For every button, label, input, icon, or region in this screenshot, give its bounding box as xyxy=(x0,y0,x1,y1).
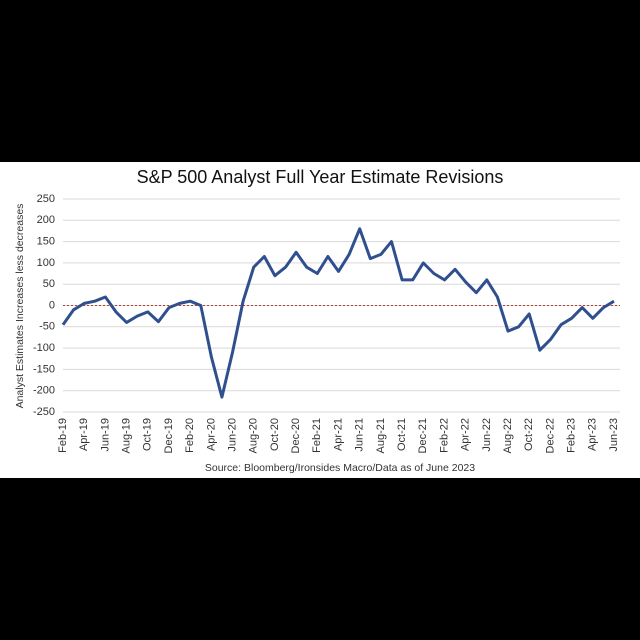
x-tick-label: Apr-20 xyxy=(205,418,217,451)
data-line xyxy=(61,227,615,399)
x-tick-label: Aug-19 xyxy=(120,418,132,453)
x-tick-label: Jun-20 xyxy=(226,418,238,452)
x-tick-label: Jun-23 xyxy=(608,418,620,452)
y-tick-label: -150 xyxy=(33,363,55,375)
x-tick-label: Oct-22 xyxy=(523,418,535,451)
chart-area xyxy=(0,162,640,478)
x-tick-label: Feb-20 xyxy=(184,418,196,453)
x-tick-label: Oct-21 xyxy=(396,418,408,451)
x-tick-label: Feb-22 xyxy=(438,418,450,453)
y-tick-label: -250 xyxy=(33,406,55,418)
source-note: Source: Bloomberg/Ironsides Macro/Data a… xyxy=(205,462,475,474)
y-tick-label: 150 xyxy=(37,236,55,248)
x-tick-label: Jun-22 xyxy=(481,418,493,452)
y-tick-label: 250 xyxy=(37,193,55,205)
x-tick-label: Oct-20 xyxy=(269,418,281,451)
x-tick-label: Oct-19 xyxy=(142,418,154,451)
x-tick-label: Apr-19 xyxy=(78,418,90,451)
y-tick-label: -200 xyxy=(33,385,55,397)
x-tick-label: Aug-22 xyxy=(502,418,514,453)
x-tick-label: Apr-21 xyxy=(332,418,344,451)
x-tick-label: Dec-19 xyxy=(163,418,175,453)
y-tick-label: 100 xyxy=(37,257,55,269)
y-tick-label: 0 xyxy=(49,299,55,311)
chart-title: S&P 500 Analyst Full Year Estimate Revis… xyxy=(137,167,504,187)
x-tick-label: Feb-23 xyxy=(566,418,578,453)
x-tick-label: Aug-21 xyxy=(375,418,387,453)
x-tick-label: Feb-19 xyxy=(57,418,69,453)
y-tick-label: 200 xyxy=(37,214,55,226)
y-tick-label: -50 xyxy=(39,321,55,333)
x-tick-label: Dec-22 xyxy=(544,418,556,453)
x-tick-label: Aug-20 xyxy=(248,418,260,453)
y-tick-label: 50 xyxy=(43,278,55,290)
x-tick-label: Apr-22 xyxy=(460,418,472,451)
x-tick-label: Jun-21 xyxy=(354,418,366,452)
y-axis-label: Analyst Estimates Increases less decreas… xyxy=(14,204,26,409)
x-tick-label: Dec-20 xyxy=(290,418,302,453)
x-tick-label: Dec-21 xyxy=(417,418,429,453)
x-tick-label: Feb-21 xyxy=(311,418,323,453)
x-tick-label: Apr-23 xyxy=(587,418,599,451)
y-tick-label: -100 xyxy=(33,342,55,354)
x-tick-label: Jun-19 xyxy=(99,418,111,452)
